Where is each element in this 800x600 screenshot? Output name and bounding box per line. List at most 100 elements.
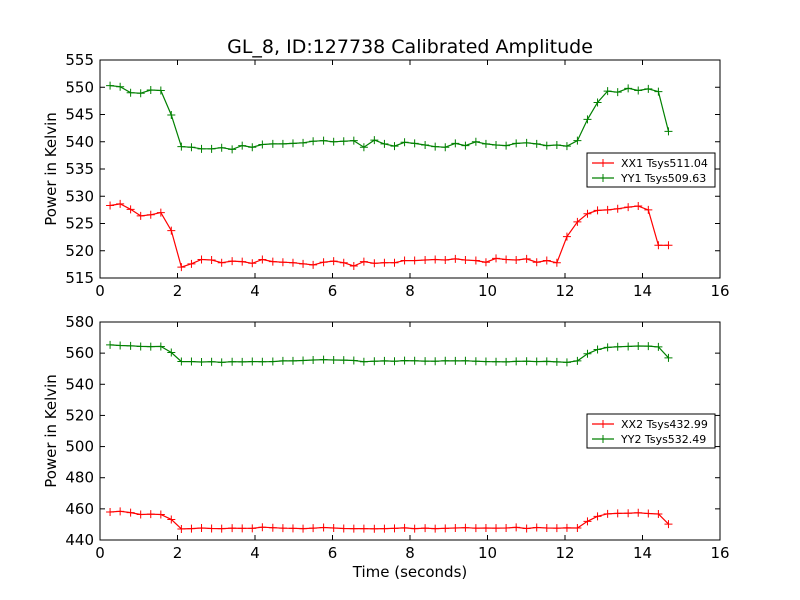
data-point bbox=[258, 523, 267, 532]
data-point bbox=[471, 524, 480, 533]
data-point bbox=[319, 523, 328, 532]
data-point bbox=[634, 508, 643, 517]
data-point bbox=[299, 356, 308, 365]
data-point bbox=[542, 141, 551, 150]
y-tick-label: 530 bbox=[65, 187, 94, 205]
data-point bbox=[349, 524, 358, 533]
data-point bbox=[217, 358, 226, 367]
data-point bbox=[319, 355, 328, 364]
data-point bbox=[644, 84, 653, 93]
data-point bbox=[410, 356, 419, 365]
x-tick-label: 8 bbox=[405, 282, 415, 300]
data-point bbox=[481, 258, 490, 267]
data-point bbox=[258, 357, 267, 366]
data-point bbox=[461, 356, 470, 365]
data-point bbox=[502, 255, 511, 264]
data-point bbox=[370, 259, 379, 268]
x-tick-label: 0 bbox=[95, 544, 105, 562]
data-point bbox=[603, 205, 612, 214]
data-point bbox=[654, 241, 663, 250]
data-point bbox=[654, 342, 663, 351]
data-point bbox=[461, 141, 470, 150]
data-point bbox=[217, 143, 226, 152]
data-point bbox=[644, 205, 653, 214]
data-point bbox=[309, 524, 318, 533]
y-tick-label: 555 bbox=[65, 51, 94, 69]
data-point bbox=[146, 510, 155, 519]
data-point bbox=[126, 88, 135, 97]
data-point bbox=[593, 206, 602, 215]
data-point bbox=[187, 143, 196, 152]
data-point bbox=[664, 241, 673, 250]
data-point bbox=[288, 258, 297, 267]
x-tick-label: 10 bbox=[478, 282, 497, 300]
data-point bbox=[421, 256, 430, 265]
data-point bbox=[309, 137, 318, 146]
y-tick-label: 460 bbox=[65, 500, 94, 518]
y-tick-label: 500 bbox=[65, 438, 94, 456]
x-tick-label: 16 bbox=[710, 282, 729, 300]
x-tick-label: 6 bbox=[328, 282, 338, 300]
data-point bbox=[562, 232, 571, 241]
x-tick-label: 4 bbox=[250, 544, 260, 562]
data-point bbox=[370, 357, 379, 366]
data-point bbox=[278, 258, 287, 267]
x-tick-label: 8 bbox=[405, 544, 415, 562]
data-point bbox=[370, 136, 379, 145]
data-point bbox=[400, 523, 409, 532]
data-point bbox=[664, 127, 673, 136]
data-point bbox=[177, 263, 186, 272]
data-point bbox=[664, 520, 673, 529]
data-point bbox=[258, 140, 267, 149]
data-point bbox=[522, 138, 531, 147]
data-point bbox=[228, 524, 237, 533]
y-tick-label: 520 bbox=[65, 406, 94, 424]
data-point bbox=[167, 348, 176, 357]
legend-marker bbox=[599, 420, 607, 428]
data-point bbox=[624, 509, 633, 518]
data-point bbox=[634, 202, 643, 211]
data-point bbox=[359, 357, 368, 366]
y-tick-label: 550 bbox=[65, 78, 94, 96]
data-point bbox=[187, 259, 196, 268]
x-tick-label: 4 bbox=[250, 282, 260, 300]
data-point bbox=[562, 358, 571, 367]
data-point bbox=[106, 201, 115, 210]
data-point bbox=[228, 357, 237, 366]
data-point bbox=[197, 524, 206, 533]
data-point bbox=[481, 357, 490, 366]
data-point bbox=[217, 524, 226, 533]
data-point bbox=[613, 509, 622, 518]
bottom-plot: 0 2 4 6 8 10 12 14 16 440 460 480 500 520 540 560 580 Pow… bbox=[42, 313, 730, 562]
data-point bbox=[268, 139, 277, 148]
data-point bbox=[329, 524, 338, 533]
data-point bbox=[359, 257, 368, 266]
chart-title: GL_8, ID:127738 Calibrated Amplitude bbox=[227, 36, 593, 58]
data-point bbox=[613, 342, 622, 351]
data-point bbox=[116, 82, 125, 91]
x-tick-label: 2 bbox=[173, 544, 183, 562]
data-point bbox=[451, 356, 460, 365]
data-point bbox=[116, 199, 125, 208]
y-tick-label: 540 bbox=[65, 375, 94, 393]
data-point bbox=[431, 142, 440, 151]
data-point bbox=[288, 356, 297, 365]
data-point bbox=[339, 356, 348, 365]
data-point bbox=[197, 144, 206, 153]
data-point bbox=[664, 353, 673, 362]
data-point bbox=[207, 144, 216, 153]
data-point bbox=[522, 524, 531, 533]
data-point bbox=[522, 254, 531, 263]
y-tick-label: 560 bbox=[65, 344, 94, 362]
data-point bbox=[349, 262, 358, 271]
data-point bbox=[613, 204, 622, 213]
data-point bbox=[492, 141, 501, 150]
data-point bbox=[370, 524, 379, 533]
data-point bbox=[502, 141, 511, 150]
data-point bbox=[106, 507, 115, 516]
data-point bbox=[339, 524, 348, 533]
legend-entry: YY2 Tsys532.49 bbox=[620, 433, 706, 446]
data-point bbox=[552, 524, 561, 533]
data-point bbox=[421, 141, 430, 150]
